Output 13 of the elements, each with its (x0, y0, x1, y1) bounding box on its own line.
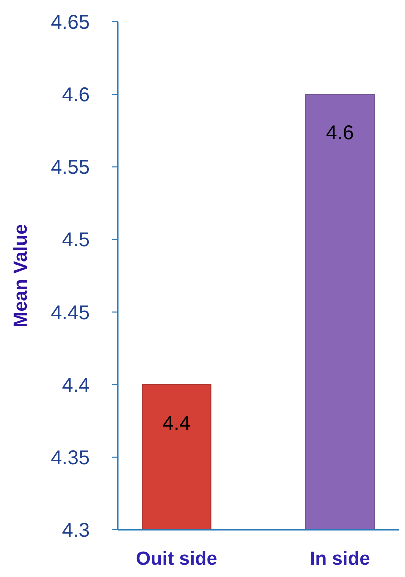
data-label: 4.6 (326, 122, 354, 145)
y-tick-label: 4.55 (51, 157, 90, 180)
y-tick-label: 4.5 (62, 230, 90, 252)
data-label: 4.4 (162, 412, 191, 435)
y-tick-label: 4.45 (51, 302, 90, 324)
x-tick-label: In side (310, 549, 370, 570)
y-tick-label: 4.4 (62, 374, 90, 397)
y-tick-label: 4.6 (62, 84, 90, 107)
y-axis-title: Mean Value (11, 224, 32, 328)
y-tick-label: 4.35 (51, 447, 90, 470)
y-tick-label: 4.65 (51, 12, 90, 34)
y-tick-label: 4.3 (62, 520, 90, 542)
x-tick-label: Ouit side (136, 549, 218, 570)
